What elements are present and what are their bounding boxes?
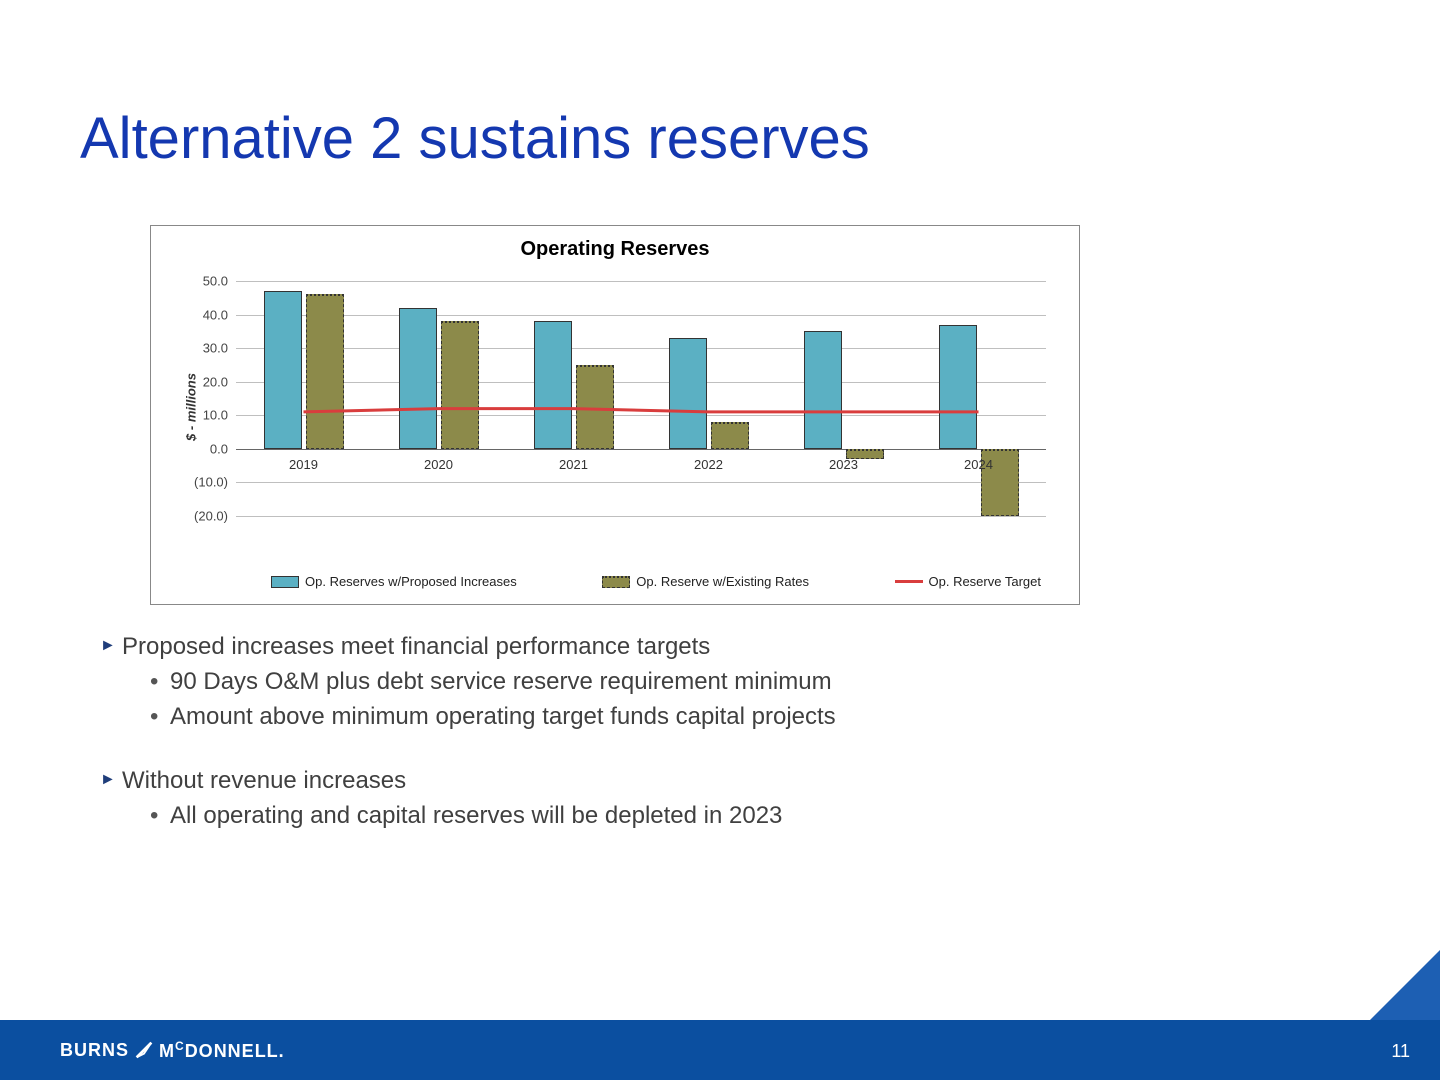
page-title: Alternative 2 sustains reserves xyxy=(80,105,870,172)
dot-bullet-icon: • xyxy=(150,799,170,834)
bar-proposed xyxy=(669,338,707,449)
sub-bullet-text: 90 Days O&M plus debt service reserve re… xyxy=(170,665,832,700)
legend-label: Op. Reserve w/Existing Rates xyxy=(636,574,809,589)
y-axis-label: $ - millions xyxy=(184,373,199,441)
bullet-item: ►Proposed increases meet financial perfo… xyxy=(100,630,1300,665)
sub-bullet-item: •90 Days O&M plus debt service reserve r… xyxy=(100,665,1300,700)
sub-bullet-text: All operating and capital reserves will … xyxy=(170,799,782,834)
swatch-target-icon xyxy=(895,580,923,583)
y-tick-label: 30.0 xyxy=(203,341,228,356)
bullet-text: Proposed increases meet financial perfor… xyxy=(122,630,710,665)
bullet-text: Without revenue increases xyxy=(122,764,406,799)
legend-item-existing: Op. Reserve w/Existing Rates xyxy=(602,574,809,589)
logo-part1: BURNS xyxy=(60,1040,129,1061)
chart-title: Operating Reserves xyxy=(151,238,1079,261)
slide: Alternative 2 sustains reserves Operatin… xyxy=(0,0,1440,1080)
bar-existing xyxy=(576,365,614,449)
gridline xyxy=(236,348,1046,349)
gridline xyxy=(236,482,1046,483)
sub-bullet-item: •All operating and capital reserves will… xyxy=(100,799,1300,834)
dot-bullet-icon: • xyxy=(150,665,170,700)
plot-area: 50.040.030.020.010.00.0(10.0)(20.0)20192… xyxy=(236,281,1046,516)
x-tick-label: 2023 xyxy=(829,457,858,472)
burns-mcdonnell-logo: BURNS MCDONNELL. xyxy=(60,1039,285,1062)
sub-bullet-text: Amount above minimum operating target fu… xyxy=(170,700,836,735)
swatch-existing-icon xyxy=(602,576,630,588)
logo-part2: MCDONNELL. xyxy=(159,1039,285,1062)
bar-proposed xyxy=(939,325,977,449)
x-tick-label: 2021 xyxy=(559,457,588,472)
y-tick-label: 20.0 xyxy=(203,374,228,389)
gridline xyxy=(236,382,1046,383)
bar-proposed xyxy=(804,331,842,449)
bar-proposed xyxy=(399,308,437,449)
y-tick-label: (10.0) xyxy=(194,475,228,490)
gridline xyxy=(236,315,1046,316)
gridline xyxy=(236,281,1046,282)
bar-proposed xyxy=(534,321,572,449)
bullet-item: ►Without revenue increases xyxy=(100,764,1300,799)
x-tick-label: 2020 xyxy=(424,457,453,472)
legend-item-proposed: Op. Reserves w/Proposed Increases xyxy=(271,574,517,589)
logo-slash-icon xyxy=(133,1039,155,1061)
y-tick-label: (20.0) xyxy=(194,509,228,524)
triangle-bullet-icon: ► xyxy=(100,768,122,791)
footer-bar: BURNS MCDONNELL. 11 xyxy=(0,1020,1440,1080)
y-tick-label: 0.0 xyxy=(210,441,228,456)
bar-proposed xyxy=(264,291,302,449)
x-tick-label: 2022 xyxy=(694,457,723,472)
legend-item-target: Op. Reserve Target xyxy=(895,574,1041,589)
triangle-bullet-icon: ► xyxy=(100,634,122,657)
dot-bullet-icon: • xyxy=(150,700,170,735)
y-tick-label: 50.0 xyxy=(203,274,228,289)
bar-existing xyxy=(441,321,479,449)
bar-existing xyxy=(306,294,344,448)
page-number: 11 xyxy=(1391,1041,1410,1062)
target-line xyxy=(236,281,1046,516)
legend: Op. Reserves w/Proposed Increases Op. Re… xyxy=(271,574,1041,589)
bullet-list: ►Proposed increases meet financial perfo… xyxy=(100,630,1300,834)
sub-bullet-item: •Amount above minimum operating target f… xyxy=(100,700,1300,735)
x-tick-label: 2024 xyxy=(964,457,993,472)
legend-label: Op. Reserve Target xyxy=(929,574,1041,589)
legend-label: Op. Reserves w/Proposed Increases xyxy=(305,574,517,589)
gridline xyxy=(236,415,1046,416)
operating-reserves-chart: Operating Reserves $ - millions 50.040.0… xyxy=(150,225,1080,605)
swatch-proposed-icon xyxy=(271,576,299,588)
gridline xyxy=(236,449,1046,450)
gridline xyxy=(236,516,1046,517)
bar-existing xyxy=(711,422,749,449)
x-tick-label: 2019 xyxy=(289,457,318,472)
y-tick-label: 40.0 xyxy=(203,307,228,322)
y-tick-label: 10.0 xyxy=(203,408,228,423)
